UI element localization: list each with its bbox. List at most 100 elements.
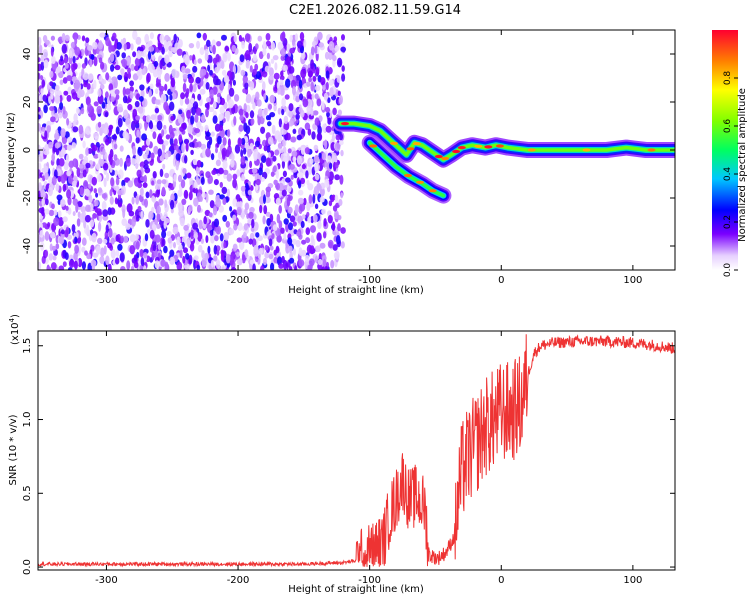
spectrogram-noise-speck [113,143,118,150]
spectrogram-noise-speck [323,92,328,101]
spectrogram-noise-speck [38,182,42,191]
spectrogram-noise-speck [108,43,113,53]
spectrogram-noise-speck [189,83,193,93]
spectrogram-noise-speck [129,245,135,255]
spectrogram-noise-speck [164,72,170,82]
spectrogram-noise-speck [193,233,199,240]
spectrogram-noise-speck [213,255,218,262]
spectrogram-noise-speck [127,71,131,80]
spectrogram-noise-speck [314,93,319,100]
spectrogram-noise-speck [216,41,222,47]
spectrogram-signal-ridge-hotspot [441,156,450,161]
spectrogram-noise-speck [149,189,153,199]
spectrogram-noise-speck [296,89,300,97]
spectrogram-noise-speck [240,155,246,165]
spectrogram-noise-speck [234,144,241,154]
colorbar-tick-label: 0.8 [723,71,733,86]
spectrogram-noise-speck [243,147,247,155]
spectrogram-noise-speck [74,79,81,90]
spectrogram-noise-speck [91,232,97,243]
spectrogram-noise-speck [148,210,154,220]
spectrogram-noise-speck [157,148,162,157]
spectrogram-noise-speck [222,214,228,222]
spectrogram-noise-speck [191,106,196,116]
spectrogram-noise-speck [291,150,298,157]
spectrogram-noise-speck [144,233,149,242]
spectrogram-noise-speck [145,219,150,228]
spectrogram-noise-speck [134,57,141,67]
spectrogram-noise-speck [204,124,209,132]
spectrogram-noise-speck [101,101,106,109]
spectrogram-noise-speck [315,245,321,253]
spectrogram-noise-speck [158,85,165,92]
spectrogram-noise-speck [336,75,341,83]
spectrogram-noise-speck [88,194,93,203]
spectrogram-noise-speck [334,250,340,260]
spectrogram-noise-speck [213,218,220,228]
spectrogram-noise-speck [192,158,198,166]
spectrogram-noise-speck [263,145,268,152]
spectrogram-noise-speck [282,146,287,154]
spectrogram-noise-speck [316,98,322,107]
spectrogram-noise-speck [39,230,44,238]
spectrogram-noise-speck [66,94,72,102]
spectrogram-noise-speck [80,107,85,115]
y-tick-label: 0 [22,147,33,153]
spectrogram-noise-speck [59,79,64,86]
spectrogram-noise-speck [340,149,344,157]
spectrogram-noise-speck [82,169,87,178]
spectrogram-noise-speck [64,62,69,69]
spectrogram-noise-speck [143,252,148,259]
spectrogram-noise-speck [214,67,219,74]
spectrogram-noise-speck [226,129,231,138]
spectrogram-noise-speck [301,163,306,170]
spectrogram-noise-speck [265,115,270,121]
spectrogram-noise-speck [318,42,325,48]
spectrogram-noise-speck [265,186,272,193]
spectrogram-noise-speck [44,172,49,181]
spectrogram-noise-speck [141,68,146,76]
spectrogram-noise-speck [244,33,251,42]
spectrogram-noise-speck [152,171,157,179]
spectrogram-noise-speck [341,73,346,82]
spectrogram-noise-speck [225,220,230,228]
spectrogram-noise-speck [173,138,178,146]
spectrogram-noise-speck [59,94,63,103]
spectrogram-noise-speck [184,55,190,66]
spectrogram-noise-speck [57,210,62,218]
spectrogram-noise-speck [58,58,65,66]
spectrogram-noise-speck [308,77,312,83]
spectrogram-noise-speck [193,197,199,207]
spectrogram-noise-speck [255,178,261,186]
spectrogram-noise-speck [202,191,206,199]
spectrogram-noise-speck [274,62,278,71]
spectrogram-noise-speck [44,130,48,140]
spectrogram-noise-speck [324,51,330,60]
spectrogram-noise-speck [330,195,335,203]
spectrogram-noise-speck [152,196,157,203]
spectrogram-noise-speck [56,158,61,167]
spectrogram-noise-speck [72,180,77,187]
spectrogram-noise-speck [68,174,73,184]
spectrogram-noise-speck [296,134,302,141]
spectrogram-noise-speck [263,194,266,205]
spectrogram-noise-speck [307,264,312,270]
spectrogram-noise-speck [73,260,78,270]
spectrogram-noise-speck [98,221,102,232]
spectrogram-noise-speck [262,47,267,56]
spectrogram-noise-speck [251,218,255,229]
spectrogram-noise-speck [267,103,273,110]
spectrogram-noise-speck [190,115,195,125]
spectrogram-noise-speck [245,125,251,135]
spectrogram-noise-speck [214,123,221,132]
spectrogram-noise-speck [135,36,142,45]
spectrogram-noise-speck [130,158,137,166]
spectrogram-noise-speck [127,67,131,74]
spectrogram-noise-speck [340,227,346,234]
spectrogram-noise-speck [213,244,218,255]
spectrogram-noise-speck [100,247,105,258]
spectrogram-noise-speck [121,58,128,68]
spectrogram-signal-ridge-hotspot [474,144,483,148]
spectrogram-noise-speck [141,133,148,141]
spectrogram-noise-speck [207,64,211,72]
